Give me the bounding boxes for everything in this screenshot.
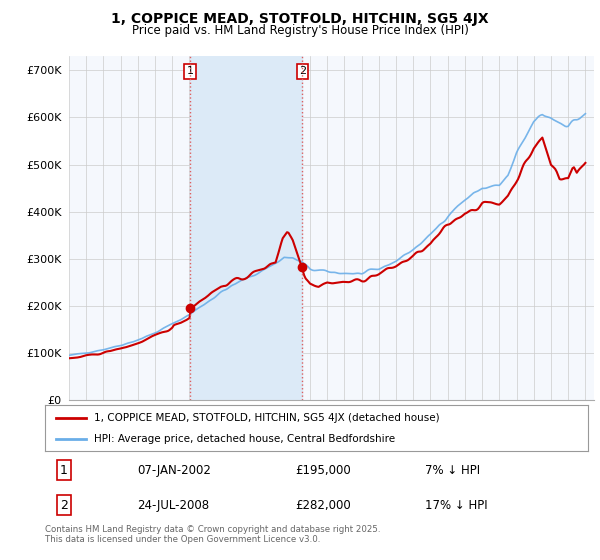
Text: 07-JAN-2002: 07-JAN-2002 <box>137 464 211 477</box>
Text: Contains HM Land Registry data © Crown copyright and database right 2025.
This d: Contains HM Land Registry data © Crown c… <box>45 525 380 544</box>
Bar <box>190 56 302 400</box>
Text: 2: 2 <box>299 67 306 77</box>
Text: £195,000: £195,000 <box>295 464 350 477</box>
Text: 17% ↓ HPI: 17% ↓ HPI <box>425 499 488 512</box>
Text: 24-JUL-2008: 24-JUL-2008 <box>137 499 209 512</box>
Text: Price paid vs. HM Land Registry's House Price Index (HPI): Price paid vs. HM Land Registry's House … <box>131 24 469 37</box>
Text: 1: 1 <box>60 464 68 477</box>
Text: 1: 1 <box>187 67 194 77</box>
Text: HPI: Average price, detached house, Central Bedfordshire: HPI: Average price, detached house, Cent… <box>94 435 395 444</box>
Text: 1, COPPICE MEAD, STOTFOLD, HITCHIN, SG5 4JX (detached house): 1, COPPICE MEAD, STOTFOLD, HITCHIN, SG5 … <box>94 413 439 423</box>
Text: 1, COPPICE MEAD, STOTFOLD, HITCHIN, SG5 4JX: 1, COPPICE MEAD, STOTFOLD, HITCHIN, SG5 … <box>111 12 489 26</box>
Text: £282,000: £282,000 <box>295 499 350 512</box>
Text: 7% ↓ HPI: 7% ↓ HPI <box>425 464 480 477</box>
Text: 2: 2 <box>60 499 68 512</box>
